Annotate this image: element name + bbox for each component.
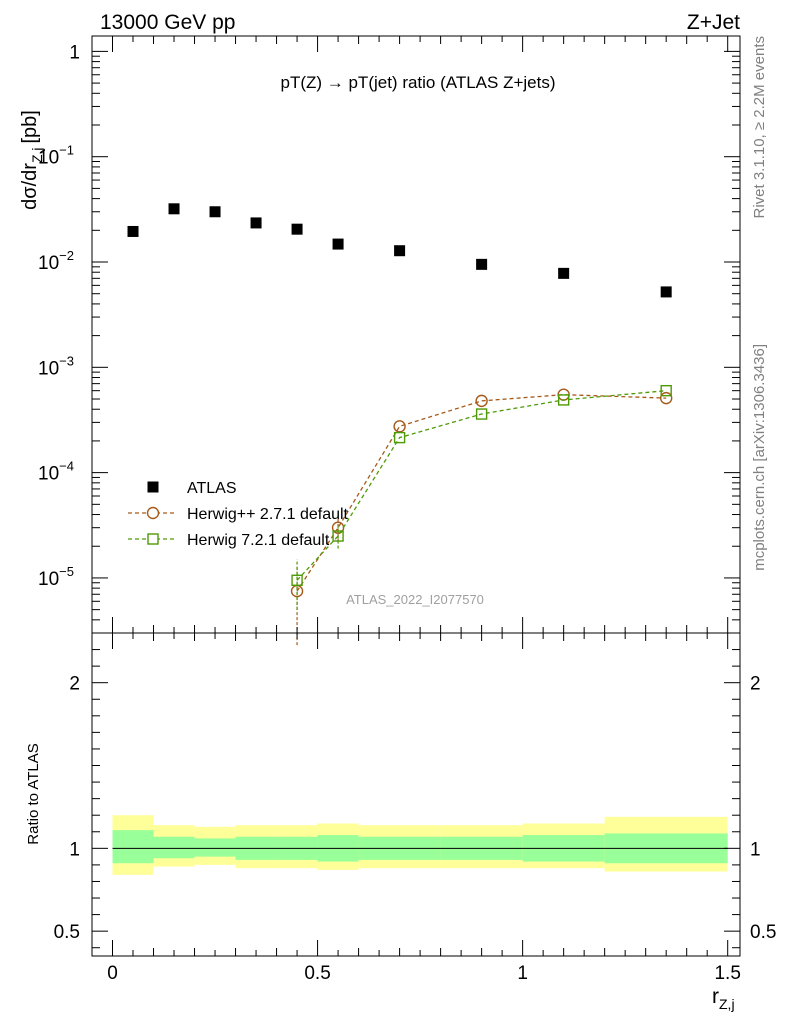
data-point <box>558 267 570 279</box>
y-axis-label-main: dσ/dr <box>19 163 41 210</box>
x-axis-label-sub: Z,j <box>719 996 735 1012</box>
plot-title: pT(Z) → pT(jet) ratio (ATLAS Z+jets) <box>280 73 555 92</box>
y-tick-label-base: 10 <box>38 569 59 590</box>
legend: ATLAS Herwig++ 2.7.1 default Herwig 7.2.1 … <box>128 480 349 549</box>
y-tick-label-base: 10 <box>38 148 59 169</box>
y-tick-label-exp: −4 <box>59 459 74 474</box>
x-axis-label-main: r <box>712 985 719 1008</box>
y-tick-label: 10−3 <box>38 353 74 379</box>
data-point <box>659 391 673 405</box>
x-tick-label: 1.5 <box>714 963 740 984</box>
series-2 <box>291 384 672 610</box>
data-point <box>393 420 406 433</box>
data-point <box>332 530 344 542</box>
legend-marker <box>146 506 160 520</box>
data-point <box>291 574 303 586</box>
y-tick-label-exp: −3 <box>59 353 74 368</box>
data-point <box>291 223 303 235</box>
header-right: Z+Jet <box>687 11 740 34</box>
x-tick-label: 0 <box>107 963 118 984</box>
legend-marker <box>147 481 159 493</box>
y-tick-label-exp: −1 <box>59 143 74 158</box>
x-axis-label: rZ,j <box>712 985 735 1012</box>
y-axis-label-unit: [pb] <box>19 110 41 143</box>
data-point <box>209 206 221 218</box>
data-point <box>250 217 262 229</box>
side-label-bottom: mcplots.cern.ch [arXiv:1306.3436] <box>751 344 768 571</box>
y-tick-label-base: 10 <box>38 464 59 485</box>
ratio-plot: 0.5 0.5 1 1 2 2 <box>54 632 776 957</box>
series-line <box>296 394 667 592</box>
y-tick-label: 10−5 <box>38 564 74 590</box>
ratio-y-tick-label: 2 <box>69 674 80 695</box>
data-point <box>393 431 406 444</box>
y-axis-label-sub: Z,j <box>29 147 45 163</box>
series-0 <box>127 203 672 298</box>
legend-label: Herwig++ 2.7.1 default <box>187 506 349 523</box>
data-point <box>475 408 488 420</box>
ratio-y-tick-label: 0.5 <box>54 922 80 943</box>
legend-label: Herwig 7.2.1 default <box>187 532 330 549</box>
series-line <box>296 390 667 581</box>
data-point <box>660 286 672 298</box>
ratio-y-tick-label-right: 1 <box>750 839 761 860</box>
data-point <box>127 225 139 237</box>
ratio-y-tick-label-right: 0.5 <box>750 922 776 943</box>
data-point <box>660 384 672 397</box>
ratio-y-tick-label-right: 2 <box>750 674 761 695</box>
y-tick-label-exp: −2 <box>59 248 74 263</box>
header-left: 13000 GeV pp <box>100 11 235 34</box>
y-tick-label: 1 <box>69 42 80 63</box>
data-point <box>557 394 570 406</box>
ratio-frame <box>91 632 741 957</box>
ratio-inner-band <box>112 830 154 864</box>
side-label-top: Rivet 3.1.10, ≥ 2.2M events <box>751 36 768 219</box>
y-tick-label-exp: −5 <box>59 564 74 579</box>
svg-text:dσ/drZ,j[pb]: dσ/drZ,j [pb] <box>19 110 45 210</box>
data-point <box>332 238 344 250</box>
y-tick-label-base: 10 <box>38 253 59 274</box>
data-point <box>476 258 488 270</box>
ratio-y-label: Ratio to ATLAS <box>25 743 42 844</box>
y-tick-label: 10−2 <box>38 248 74 274</box>
ratio-inner-band <box>194 838 236 857</box>
main-plot: 10−510−410−310−210−11 <box>38 35 741 646</box>
x-tick-label: 1 <box>517 963 528 984</box>
ratio-y-tick-label: 1 <box>69 839 80 860</box>
y-tick-label: 10−1 <box>38 143 74 169</box>
legend-marker <box>147 533 159 545</box>
data-point <box>394 245 406 257</box>
legend-label: ATLAS <box>187 480 237 497</box>
y-tick-label: 10−4 <box>38 459 74 485</box>
y-tick-label-base: 10 <box>38 358 59 379</box>
y-tick-label-base: 1 <box>69 42 80 63</box>
data-point <box>168 203 180 215</box>
ratio-inner-band <box>153 836 195 859</box>
x-tick-label: 0.5 <box>304 963 330 984</box>
data-point <box>475 394 488 408</box>
watermark: ATLAS_2022_I2077570 <box>346 592 484 607</box>
y-axis-label: dσ/drZ,j [pb] <box>19 110 45 210</box>
